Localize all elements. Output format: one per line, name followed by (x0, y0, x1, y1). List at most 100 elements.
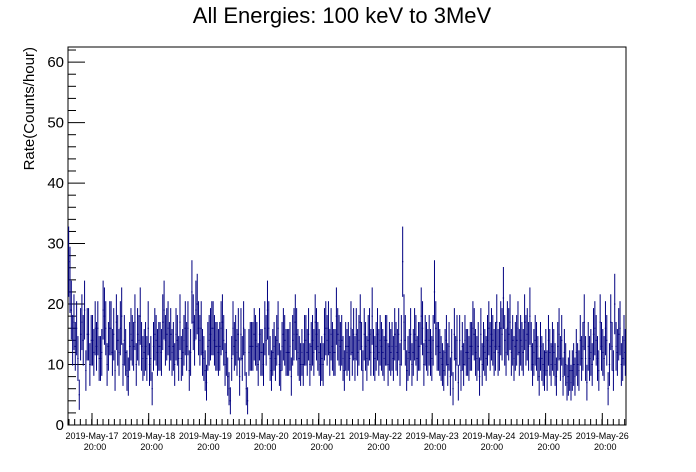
data-point (95, 321, 98, 371)
data-point (505, 329, 507, 376)
data-point (565, 343, 567, 386)
data-point (248, 329, 250, 376)
data-point (113, 308, 115, 361)
data-point (466, 329, 469, 376)
data-point (331, 321, 334, 371)
data-point (146, 336, 148, 381)
data-point (580, 336, 583, 381)
data-point (212, 301, 214, 356)
data-point (404, 315, 406, 366)
data-point (333, 329, 335, 376)
data-point (469, 321, 471, 371)
data-point (351, 329, 353, 376)
y-tick-label: 0 (56, 417, 64, 434)
data-point (470, 321, 473, 371)
data-point (592, 308, 595, 361)
data-point (607, 372, 609, 406)
data-point (354, 336, 356, 381)
data-point (371, 287, 373, 345)
data-point (73, 294, 75, 351)
data-point (342, 336, 344, 381)
data-point (546, 350, 548, 391)
data-point (449, 357, 452, 396)
x-tick-date-label: 2019-May-25 (519, 431, 572, 441)
data-point (78, 379, 80, 410)
data-point (216, 321, 218, 371)
data-point (139, 287, 141, 345)
data-point (99, 336, 102, 381)
data-point (458, 315, 461, 366)
data-point (174, 343, 176, 386)
data-point (86, 308, 88, 361)
data-point (240, 308, 242, 361)
data-point (115, 294, 118, 351)
data-point (119, 301, 122, 356)
data-point (360, 321, 363, 371)
data-point (508, 308, 510, 361)
data-point (144, 321, 147, 371)
data-point (510, 329, 513, 376)
data-point (322, 343, 324, 386)
data-point (590, 329, 592, 376)
data-point (492, 315, 494, 366)
data-point (399, 343, 401, 386)
data-point (111, 329, 114, 376)
data-point (428, 315, 430, 366)
data-point (448, 321, 450, 371)
data-point (431, 336, 433, 381)
data-point (85, 350, 87, 391)
data-point (276, 315, 278, 366)
data-point (350, 301, 352, 356)
data-point (364, 321, 367, 371)
data-point (372, 329, 375, 376)
data-point (249, 321, 251, 371)
data-point (549, 329, 551, 376)
data-point (525, 315, 527, 366)
data-point (465, 329, 467, 376)
data-point (519, 315, 522, 366)
data-point (131, 315, 133, 366)
data-point (567, 357, 570, 396)
data-point (356, 329, 359, 376)
data-point (166, 308, 168, 361)
data-point (185, 321, 188, 371)
data-point (355, 308, 357, 361)
data-point (420, 287, 422, 345)
data-point (278, 343, 281, 386)
data-point (472, 301, 474, 356)
data-point (390, 329, 392, 376)
data-point (270, 350, 273, 391)
data-point (558, 308, 560, 361)
data-point (314, 294, 316, 351)
data-point (515, 315, 518, 366)
data-point (269, 336, 271, 381)
data-point (395, 321, 397, 371)
data-point (500, 301, 502, 356)
data-point (425, 321, 428, 371)
x-tick-date-label: 2019-May-26 (576, 431, 629, 441)
data-point (211, 301, 213, 356)
data-point (258, 308, 261, 361)
x-axis-ticks: 2019-May-1720:002019-May-1820:002019-May… (65, 413, 629, 452)
data-point (273, 321, 275, 371)
data-point (584, 336, 587, 381)
data-point (596, 336, 599, 381)
data-point (122, 343, 124, 386)
data-point (394, 308, 396, 361)
data-point (102, 280, 104, 340)
data-point (574, 357, 576, 396)
data-point (456, 315, 458, 366)
data-point (482, 321, 485, 371)
data-point (345, 321, 347, 371)
data-point (444, 329, 446, 376)
data-point (339, 321, 342, 371)
data-point (598, 350, 600, 391)
data-point (543, 350, 546, 391)
data-point (235, 315, 237, 366)
y-tick-label: 60 (47, 54, 64, 71)
data-point (352, 308, 355, 361)
data-point (319, 343, 322, 386)
data-point (98, 336, 100, 381)
data-point (306, 329, 308, 376)
data-point (484, 329, 486, 376)
